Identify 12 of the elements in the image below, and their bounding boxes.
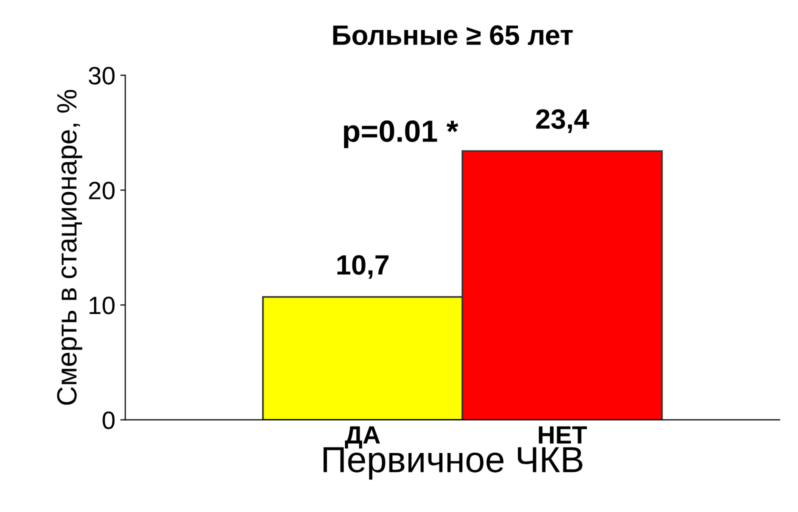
data-label: 23,4 — [536, 109, 590, 133]
data-label: 10,7 — [337, 255, 389, 279]
y-tick-label: 0 — [102, 411, 115, 430]
x-axis-title: Первичное ЧКВ — [324, 447, 582, 480]
annotation: p=0.01 * — [344, 120, 458, 148]
x-tick-label: ДА — [344, 426, 380, 448]
chart-title: Больные ≥ 65 лет — [333, 25, 573, 45]
y-tick-label: 10 — [90, 296, 115, 314]
y-tick-label: 30 — [88, 66, 115, 85]
x-tick-label: НЕТ — [538, 426, 587, 444]
y-tick-label: 20 — [89, 182, 115, 200]
y-axis-title: Смерть в стационаре, % — [57, 90, 82, 405]
